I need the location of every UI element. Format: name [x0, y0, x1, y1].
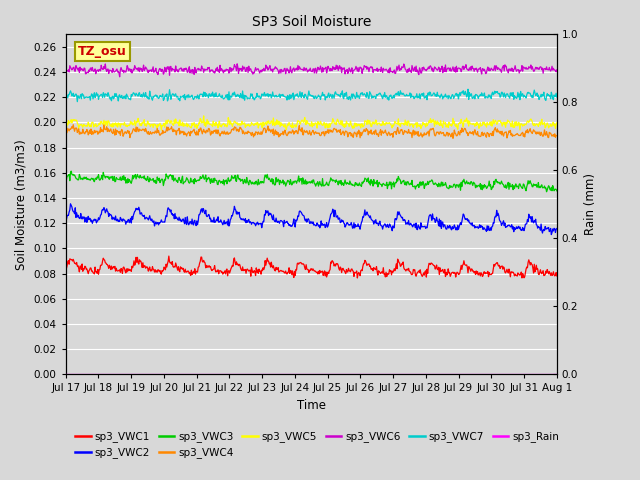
- Legend: sp3_VWC1, sp3_VWC2, sp3_VWC3, sp3_VWC4, sp3_VWC5, sp3_VWC6, sp3_VWC7, sp3_Rain: sp3_VWC1, sp3_VWC2, sp3_VWC3, sp3_VWC4, …: [71, 427, 563, 463]
- Y-axis label: Rain (mm): Rain (mm): [584, 173, 596, 235]
- Title: SP3 Soil Moisture: SP3 Soil Moisture: [252, 15, 371, 29]
- Text: TZ_osu: TZ_osu: [78, 45, 127, 58]
- Y-axis label: Soil Moisture (m3/m3): Soil Moisture (m3/m3): [15, 139, 28, 270]
- X-axis label: Time: Time: [297, 399, 326, 412]
